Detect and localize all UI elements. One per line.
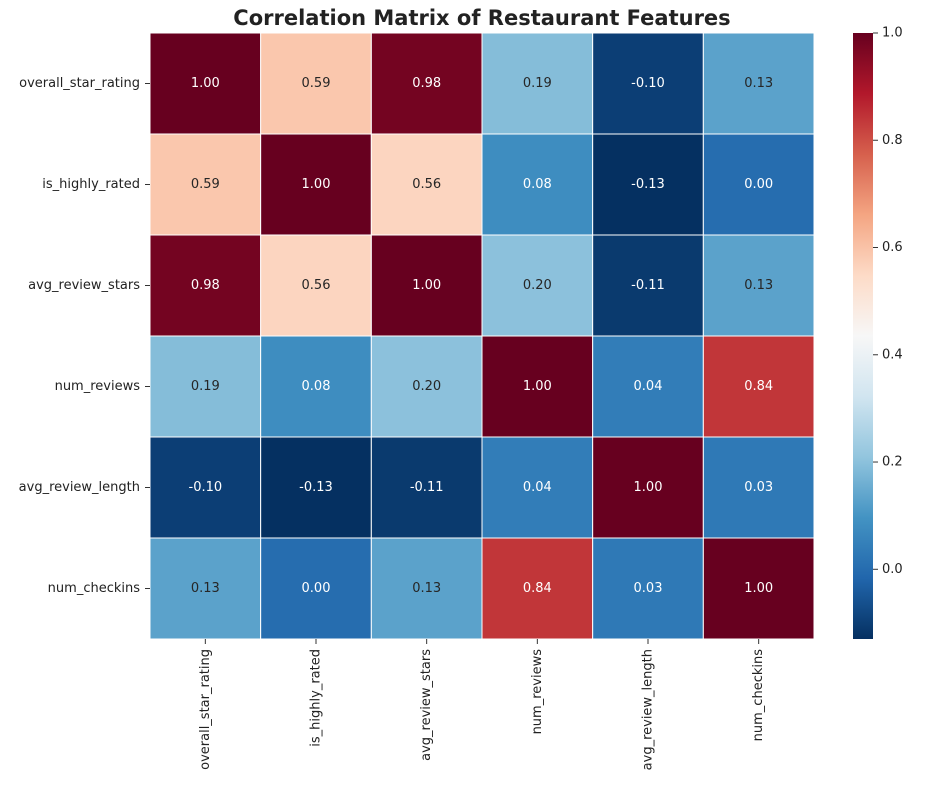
x-tick-label: avg_review_length [641,649,656,770]
cell-label: -0.11 [410,480,444,495]
cell-label: 0.13 [744,76,773,91]
cell-label: -0.13 [299,480,333,495]
chart-title: Correlation Matrix of Restaurant Feature… [233,6,730,30]
cell-label: 0.08 [302,379,331,394]
colorbar-tick-label: 0.6 [882,240,903,255]
heatmap-cell [370,335,483,438]
x-tick-label: num_reviews [530,649,545,735]
heatmap-cell [370,234,483,337]
heatmap-cell [702,234,815,337]
heatmap-cell [592,335,704,438]
heatmap-cell [370,32,483,135]
cell-label: 0.98 [412,76,441,91]
cell-label: 0.98 [191,278,220,293]
cell-label: -0.11 [631,278,665,293]
heatmap-cell [481,234,594,337]
cell-label: 1.00 [523,379,552,394]
heatmap-cell [481,436,594,539]
y-tick-label: overall_star_rating [19,76,140,91]
heatmap-cell [592,537,704,640]
heatmap-cell [702,335,815,438]
heatmap-cell [592,436,704,539]
x-tick-label: is_highly_rated [309,649,324,747]
y-tick-label: avg_review_stars [28,278,140,293]
cell-label: 0.59 [302,76,331,91]
cell-label: 0.00 [744,177,773,192]
cell-label: 0.03 [744,480,773,495]
heatmap-cell [370,436,483,539]
cell-label: 1.00 [412,278,441,293]
colorbar [853,33,873,639]
heatmap-cell [260,133,372,236]
colorbar-tick-label: 0.2 [882,455,903,470]
x-tick-label: num_checkins [751,649,766,742]
cell-label: 1.00 [634,480,663,495]
cell-label: -0.10 [631,76,665,91]
x-tick-label: avg_review_stars [419,649,434,761]
cell-label: 0.13 [191,581,220,596]
cell-label: 0.56 [302,278,331,293]
cell-label: 1.00 [191,76,220,91]
cell-label: 0.56 [412,177,441,192]
cell-label: 0.13 [744,278,773,293]
heatmap-cell [149,335,262,438]
cell-label: -0.13 [631,177,665,192]
heatmap-cell [702,537,815,640]
cell-label: 0.84 [744,379,773,394]
cell-label: 0.04 [634,379,663,394]
y-tick-label: num_checkins [48,581,141,596]
heatmap-cell [260,32,372,135]
cell-label: -0.10 [189,480,223,495]
heatmap-cell [481,335,594,438]
heatmap-cell [481,32,594,135]
y-tick-label: is_highly_rated [42,177,140,192]
heatmap-cell [149,234,262,337]
colorbar-tick-label: 0.8 [882,133,903,148]
heatmap-cell [702,436,815,539]
cell-label: 0.59 [191,177,220,192]
cell-label: 1.00 [302,177,331,192]
cell-label: 0.19 [523,76,552,91]
heatmap-cell [702,32,815,135]
cell-label: 0.08 [523,177,552,192]
x-tick-label: overall_star_rating [198,649,213,770]
cell-label: 0.03 [634,581,663,596]
heatmap-cell [149,436,262,539]
heatmap-cell [481,133,594,236]
cell-label: 0.00 [302,581,331,596]
cell-label: 1.00 [744,581,773,596]
y-tick-label: avg_review_length [19,480,140,495]
y-tick-label: num_reviews [55,379,141,394]
heatmap-cell [592,234,704,337]
heatmap-cell [702,133,815,236]
heatmap-cell [149,32,262,135]
cell-label: 0.20 [523,278,552,293]
colorbar-tick-label: 0.0 [882,562,903,577]
cell-label: 0.04 [523,480,552,495]
cell-label: 0.19 [191,379,220,394]
heatmap-cell [260,335,372,438]
colorbar-tick-label: 0.4 [882,347,903,362]
cell-label: 0.20 [412,379,441,394]
colorbar-tick-label: 1.0 [882,26,903,41]
heatmap-cell [592,32,704,135]
heatmap-cell [260,234,372,337]
cell-label: 0.13 [412,581,441,596]
heatmap-cell [149,537,262,640]
cell-label: 0.84 [523,581,552,596]
